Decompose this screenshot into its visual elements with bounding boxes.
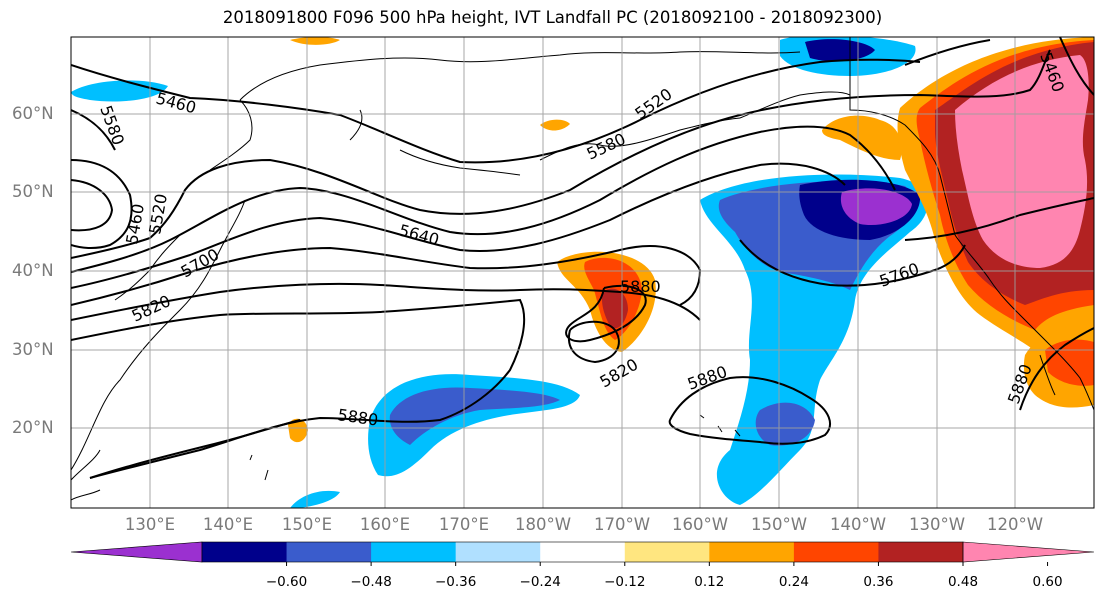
colorbar-bin bbox=[793, 542, 879, 562]
contour-low-nw bbox=[71, 159, 133, 249]
lon-label-130w: 130°W bbox=[908, 515, 966, 534]
colorbar-tick-label: −0.60 bbox=[265, 574, 308, 590]
shade-pink-east bbox=[955, 55, 1089, 268]
contour-label: 5580 bbox=[96, 103, 128, 148]
colorbar-tick-label: 0.48 bbox=[947, 574, 979, 590]
colorbar-bin bbox=[962, 541, 1095, 563]
ivt-pc-positive-shading bbox=[288, 37, 1094, 443]
lat-label-30n: 30°N bbox=[12, 340, 54, 359]
contour-label: 5880 bbox=[685, 362, 730, 394]
colorbar-bin bbox=[286, 542, 372, 562]
contour-5760-ne bbox=[904, 39, 991, 66]
contour-5760-east2 bbox=[904, 197, 1094, 241]
contour-5880-se bbox=[1019, 327, 1094, 411]
shade-medblue-mid bbox=[389, 387, 560, 445]
colorbar-bin bbox=[709, 542, 795, 562]
colorbar-tick-label: −0.36 bbox=[434, 574, 477, 590]
colorbar-bin bbox=[455, 542, 541, 562]
contour-5580-nw bbox=[71, 109, 116, 151]
contour-5520 bbox=[71, 49, 1051, 259]
lon-label-170w: 170°W bbox=[593, 515, 651, 534]
shade-darkred-blob bbox=[601, 288, 628, 329]
contour-label: 5820 bbox=[129, 291, 174, 325]
colorbar-tick-label: 0.60 bbox=[1032, 574, 1063, 590]
lon-label-150w: 150°W bbox=[750, 515, 808, 534]
lat-label-20n: 20°N bbox=[12, 418, 54, 437]
coastlines bbox=[71, 37, 1094, 501]
ivt-pc-negative-shading bbox=[71, 37, 928, 508]
colorbar-bin bbox=[624, 542, 710, 562]
colorbar-tick-label: 0.12 bbox=[694, 574, 725, 590]
shade-orange-small bbox=[540, 119, 570, 131]
contour-label: 5520 bbox=[145, 192, 171, 235]
map-title: 2018091800 F096 500 hPa height, IVT Land… bbox=[222, 8, 883, 27]
contour-5460-ne bbox=[1059, 37, 1094, 96]
lon-label-140w: 140°W bbox=[829, 515, 887, 534]
contour-5820-blob bbox=[565, 284, 647, 343]
colorbar-outline bbox=[201, 541, 964, 563]
shade-blue-nw bbox=[71, 80, 168, 102]
contour-label: 5640 bbox=[397, 221, 441, 250]
shade-orange-top bbox=[290, 37, 340, 45]
lon-label-160w: 160°W bbox=[671, 515, 729, 534]
colorbar-bin bbox=[202, 542, 288, 562]
contour-5460-nw bbox=[71, 58, 921, 164]
lon-label-150e: 150°E bbox=[281, 515, 333, 534]
contour-label: 5880 bbox=[336, 405, 379, 429]
colorbar-bin bbox=[70, 541, 203, 563]
contour-5880-low bbox=[89, 419, 301, 479]
colorbar-tick-label: −0.24 bbox=[519, 574, 561, 590]
lon-label-140e: 140°E bbox=[202, 515, 254, 534]
lon-label-120w: 120°W bbox=[986, 515, 1044, 534]
colorbar bbox=[70, 541, 1095, 566]
lon-label-180w: 180°W bbox=[514, 515, 572, 534]
lat-label-50n: 50°N bbox=[12, 182, 54, 201]
contour-5580 bbox=[71, 125, 896, 273]
contour-label: 5520 bbox=[631, 84, 675, 123]
map-plot-area: 5460 5580 5460 5520 5700 5820 5640 5580 … bbox=[71, 37, 1094, 508]
colorbar-tick-label: −0.12 bbox=[604, 574, 646, 590]
contour-5880-mid bbox=[668, 376, 831, 445]
contour-label: 5460 bbox=[154, 89, 198, 118]
shade-orange-coast bbox=[822, 115, 902, 160]
contour-5880-blob bbox=[567, 320, 620, 364]
colorbar-bin bbox=[878, 542, 964, 562]
map-frame bbox=[70, 36, 1095, 509]
contour-5700 bbox=[71, 245, 702, 306]
shade-medblue-south bbox=[755, 402, 815, 446]
contour-low-nw2 bbox=[71, 179, 114, 232]
contour-5760-east bbox=[739, 239, 966, 287]
lon-label-160e: 160°E bbox=[359, 515, 411, 534]
colorbar-tick-label: 0.36 bbox=[863, 574, 894, 590]
lat-label-60n: 60°N bbox=[12, 104, 54, 123]
contour-5760 bbox=[71, 282, 701, 321]
lon-label-130e: 130°E bbox=[124, 515, 176, 534]
colorbar-tick-label: −0.48 bbox=[350, 574, 392, 590]
gridlines bbox=[71, 37, 1094, 508]
height-contours bbox=[71, 37, 1094, 479]
colorbar-bin bbox=[540, 542, 626, 562]
shade-purple-core bbox=[840, 188, 912, 226]
colorbar-bin bbox=[371, 542, 457, 562]
contour-label: 5880 bbox=[620, 277, 661, 296]
lat-label-40n: 40°N bbox=[12, 261, 54, 280]
shade-blue-bottom bbox=[290, 490, 340, 508]
shade-orange-island bbox=[288, 418, 308, 443]
contour-5640 bbox=[71, 162, 846, 289]
contour-label: 5760 bbox=[877, 259, 922, 291]
colorbar-tick-label: 0.24 bbox=[778, 574, 809, 590]
lon-label-170e: 170°E bbox=[438, 515, 490, 534]
